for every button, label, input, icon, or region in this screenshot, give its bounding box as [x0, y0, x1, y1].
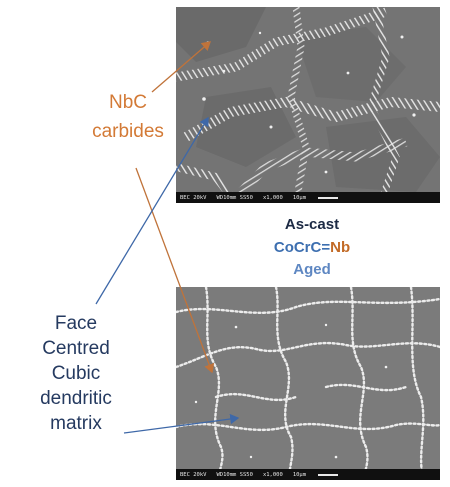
label-nbc-line: carbides — [92, 121, 164, 142]
label-fcc-line: Face — [54, 313, 98, 334]
scalebar-mode: BEC 20kV — [180, 471, 207, 478]
alloy-prefix: CoCrC= — [273, 239, 331, 256]
scalebar-mode: BEC 20kV — [180, 194, 207, 201]
scalebar-wd: WD10mm SS50 — [216, 194, 253, 201]
label-fcc-line: dendritic — [40, 388, 112, 409]
alloy-name: CoCrC=Nb — [258, 239, 366, 256]
scalebar-scale: 10μm — [292, 194, 307, 201]
label-fcc-matrix: Face Centred Cubic dendritic matrix — [6, 311, 146, 436]
scalebar-mag: x1,000 — [262, 471, 283, 478]
scalebar-wd: WD10mm SS50 — [216, 471, 253, 478]
label-fcc-line: matrix — [50, 413, 102, 434]
label-fcc-line: Cubic — [51, 363, 101, 384]
condition-as-cast: As-cast — [284, 216, 340, 233]
micrograph-aged: BEC 20kV WD10mm SS50 x1,000 10μm — [176, 287, 440, 480]
condition-aged: Aged — [293, 261, 331, 278]
aged-texture — [176, 287, 440, 480]
micrograph-as-cast: BEC 20kV WD10mm SS50 x1,000 10μm — [176, 7, 440, 203]
alloy-nb: Nb — [330, 239, 351, 256]
scalebar-aged: BEC 20kV WD10mm SS50 x1,000 10μm — [176, 469, 440, 480]
scalebar-mag: x1,000 — [262, 194, 283, 201]
label-nbc-line: NbC — [108, 92, 147, 113]
scalebar-scale: 10μm — [292, 471, 307, 478]
scalebar-line — [318, 196, 339, 199]
label-fcc-line: Centred — [42, 338, 110, 359]
scalebar-line — [318, 473, 339, 476]
label-nbc-carbides: NbC carbides — [68, 88, 188, 146]
scalebar-as-cast: BEC 20kV WD10mm SS50 x1,000 10μm — [176, 192, 440, 203]
as-cast-texture — [176, 7, 440, 203]
